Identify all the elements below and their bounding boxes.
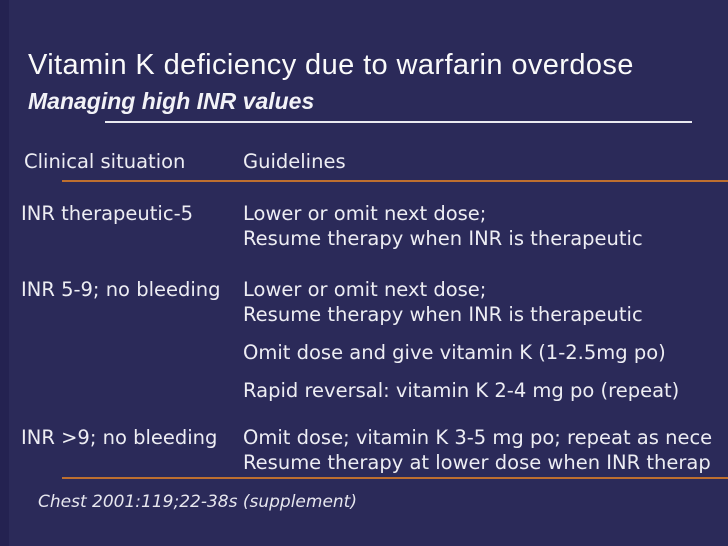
left-edge-strip: [0, 0, 9, 546]
guidelines-cell: Lower or omit next dose; Resume therapy …: [243, 201, 728, 251]
header-divider-rule: [62, 180, 728, 182]
slide-title: Vitamin K deficiency due to warfarin ove…: [28, 49, 634, 81]
guideline-line: Omit dose; vitamin K 3-5 mg po; repeat a…: [243, 426, 713, 449]
slide-subtitle: Managing high INR values: [28, 88, 315, 114]
guideline-line: Resume therapy when INR is therapeutic: [243, 303, 643, 326]
clinical-situation-cell: INR therapeutic-5: [21, 202, 194, 225]
column-header-guidelines: Guidelines: [243, 150, 346, 173]
bottom-divider-rule: [62, 477, 728, 479]
guideline-line: Rapid reversal: vitamin K 2-4 mg po (rep…: [243, 379, 680, 402]
guideline-line: Omit dose and give vitamin K (1-2.5mg po…: [243, 341, 666, 364]
column-header-clinical-situation: Clinical situation: [24, 150, 186, 173]
guideline-line: Resume therapy at lower dose when INR th…: [243, 451, 711, 474]
subtitle-underline: [105, 121, 692, 123]
clinical-situation-cell: INR >9; no bleeding: [21, 426, 218, 449]
guideline-line: Lower or omit next dose;: [243, 202, 487, 225]
clinical-situation-cell: INR 5-9; no bleeding: [21, 278, 221, 301]
guideline-line: Resume therapy when INR is therapeutic: [243, 227, 643, 250]
guideline-line: Lower or omit next dose;: [243, 278, 487, 301]
guidelines-cell: Omit dose; vitamin K 3-5 mg po; repeat a…: [243, 425, 728, 475]
citation-text: Chest 2001:119;22-38s (supplement): [38, 492, 357, 512]
guidelines-cell: Lower or omit next dose; Resume therapy …: [243, 277, 728, 403]
